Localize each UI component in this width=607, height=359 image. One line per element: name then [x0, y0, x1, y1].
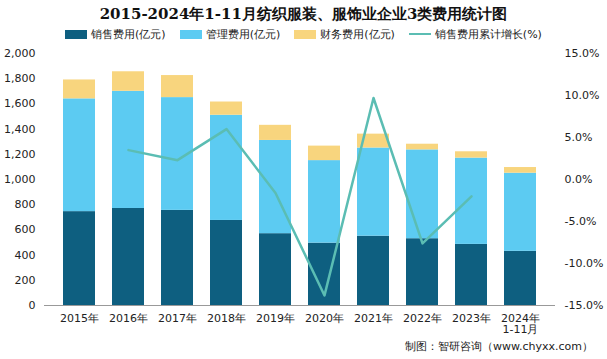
- svg-text:0: 0: [29, 299, 36, 312]
- svg-text:400: 400: [15, 249, 36, 262]
- html-text:财务费用(亿元): 财务费用(亿元): [320, 27, 395, 41]
- svg-text:2020年: 2020年: [305, 312, 344, 325]
- svg-text:800: 800: [15, 198, 36, 211]
- svg-text:2017年: 2017年: [158, 312, 197, 325]
- html-text:管理费用(亿元): 管理费用(亿元): [205, 27, 281, 41]
- svg-text:15.0%: 15.0%: [565, 47, 600, 60]
- svg-text:0.0%: 0.0%: [565, 173, 593, 186]
- svg-text:1,400: 1,400: [4, 123, 36, 136]
- svg-text:600: 600: [15, 223, 36, 236]
- svg-text:2022年: 2022年: [403, 312, 442, 325]
- html-text:制图：智研咨询（www.chyxx.com）: 制图：智研咨询（www.chyxx.com）: [405, 340, 593, 353]
- svg-text:2015年: 2015年: [60, 312, 99, 325]
- svg-text:1,000: 1,000: [4, 173, 36, 186]
- html-text:2015-2024年1-11月纺织服装、服饰业企业3类费用统: 2015-2024年1-11月纺织服装、服饰业企业3类费用统计图: [99, 5, 508, 23]
- svg-text:200: 200: [15, 274, 36, 287]
- svg-text:-15.0%: -15.0%: [565, 299, 604, 312]
- svg-text:-5.0%: -5.0%: [565, 215, 597, 228]
- svg-text:2019年: 2019年: [256, 312, 295, 325]
- svg-text:1,600: 1,600: [4, 97, 36, 110]
- html-text:销售费用(亿元): 销售费用(亿元): [91, 27, 166, 41]
- svg-text:2021年: 2021年: [354, 312, 393, 325]
- svg-text:5.0%: 5.0%: [565, 131, 593, 144]
- svg-text:-10.0%: -10.0%: [565, 257, 604, 270]
- html-text:销售费用累计增长(%): 销售费用累计增长(%): [434, 27, 542, 41]
- svg-text:2,000: 2,000: [4, 47, 36, 60]
- svg-text:2023年: 2023年: [452, 312, 491, 325]
- svg-text:2018年: 2018年: [207, 312, 246, 325]
- svg-text:2024年1-11月: 2024年1-11月: [501, 312, 540, 336]
- svg-text:1,800: 1,800: [4, 72, 36, 85]
- svg-text:10.0%: 10.0%: [565, 89, 600, 102]
- svg-text:2016年: 2016年: [109, 312, 148, 325]
- svg-text:1,200: 1,200: [4, 148, 36, 161]
